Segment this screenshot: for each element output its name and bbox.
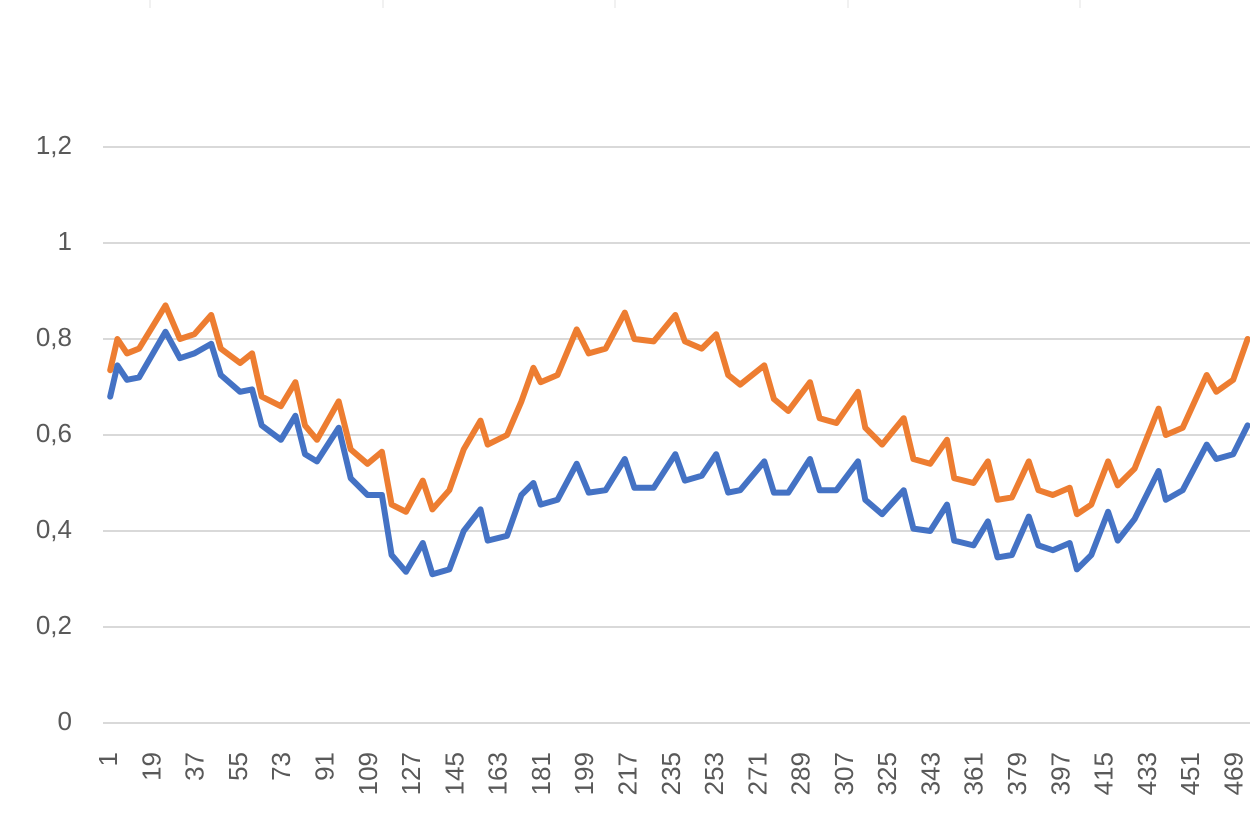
x-tick-label: 271 xyxy=(742,752,772,795)
x-tick-label: 433 xyxy=(1132,752,1162,795)
x-tick-label: 91 xyxy=(310,752,340,781)
x-tick-label: 37 xyxy=(180,752,210,781)
series-line xyxy=(107,328,1250,578)
x-tick-label: 361 xyxy=(959,752,989,795)
x-tick-label: 19 xyxy=(136,752,166,781)
y-tick-label: 0,8 xyxy=(36,322,72,352)
x-tick-label: 469 xyxy=(1218,752,1248,795)
y-tick-label: 0 xyxy=(58,706,72,736)
x-tick-label: 379 xyxy=(1002,752,1032,795)
x-tick-label: 307 xyxy=(829,752,859,795)
y-tick-label: 0,6 xyxy=(36,418,72,448)
x-tick-label: 217 xyxy=(612,752,642,795)
x-tick-label: 163 xyxy=(483,752,513,795)
y-tick-label: 1,2 xyxy=(36,130,72,160)
x-tick-label: 181 xyxy=(526,752,556,795)
x-tick-label: 451 xyxy=(1175,752,1205,795)
x-tick-label: 397 xyxy=(1045,752,1075,795)
y-tick-label: 1 xyxy=(58,226,72,256)
x-tick-label: 289 xyxy=(786,752,816,795)
x-tick-label: 55 xyxy=(223,752,253,781)
x-tick-label: 109 xyxy=(353,752,383,795)
x-tick-label: 73 xyxy=(266,752,296,781)
x-tick-label: 325 xyxy=(872,752,902,795)
x-tick-label: 235 xyxy=(656,752,686,795)
x-tick-label: 145 xyxy=(439,752,469,795)
x-tick-label: 253 xyxy=(699,752,729,795)
series-line xyxy=(107,302,1250,518)
x-tick-label: 343 xyxy=(915,752,945,795)
x-tick-label: 1 xyxy=(93,752,123,766)
x-tick-label: 199 xyxy=(569,752,599,795)
y-tick-label: 0,2 xyxy=(36,610,72,640)
y-tick-label: 0,4 xyxy=(36,514,72,544)
x-tick-label: 415 xyxy=(1089,752,1119,795)
x-tick-label: 127 xyxy=(396,752,426,795)
